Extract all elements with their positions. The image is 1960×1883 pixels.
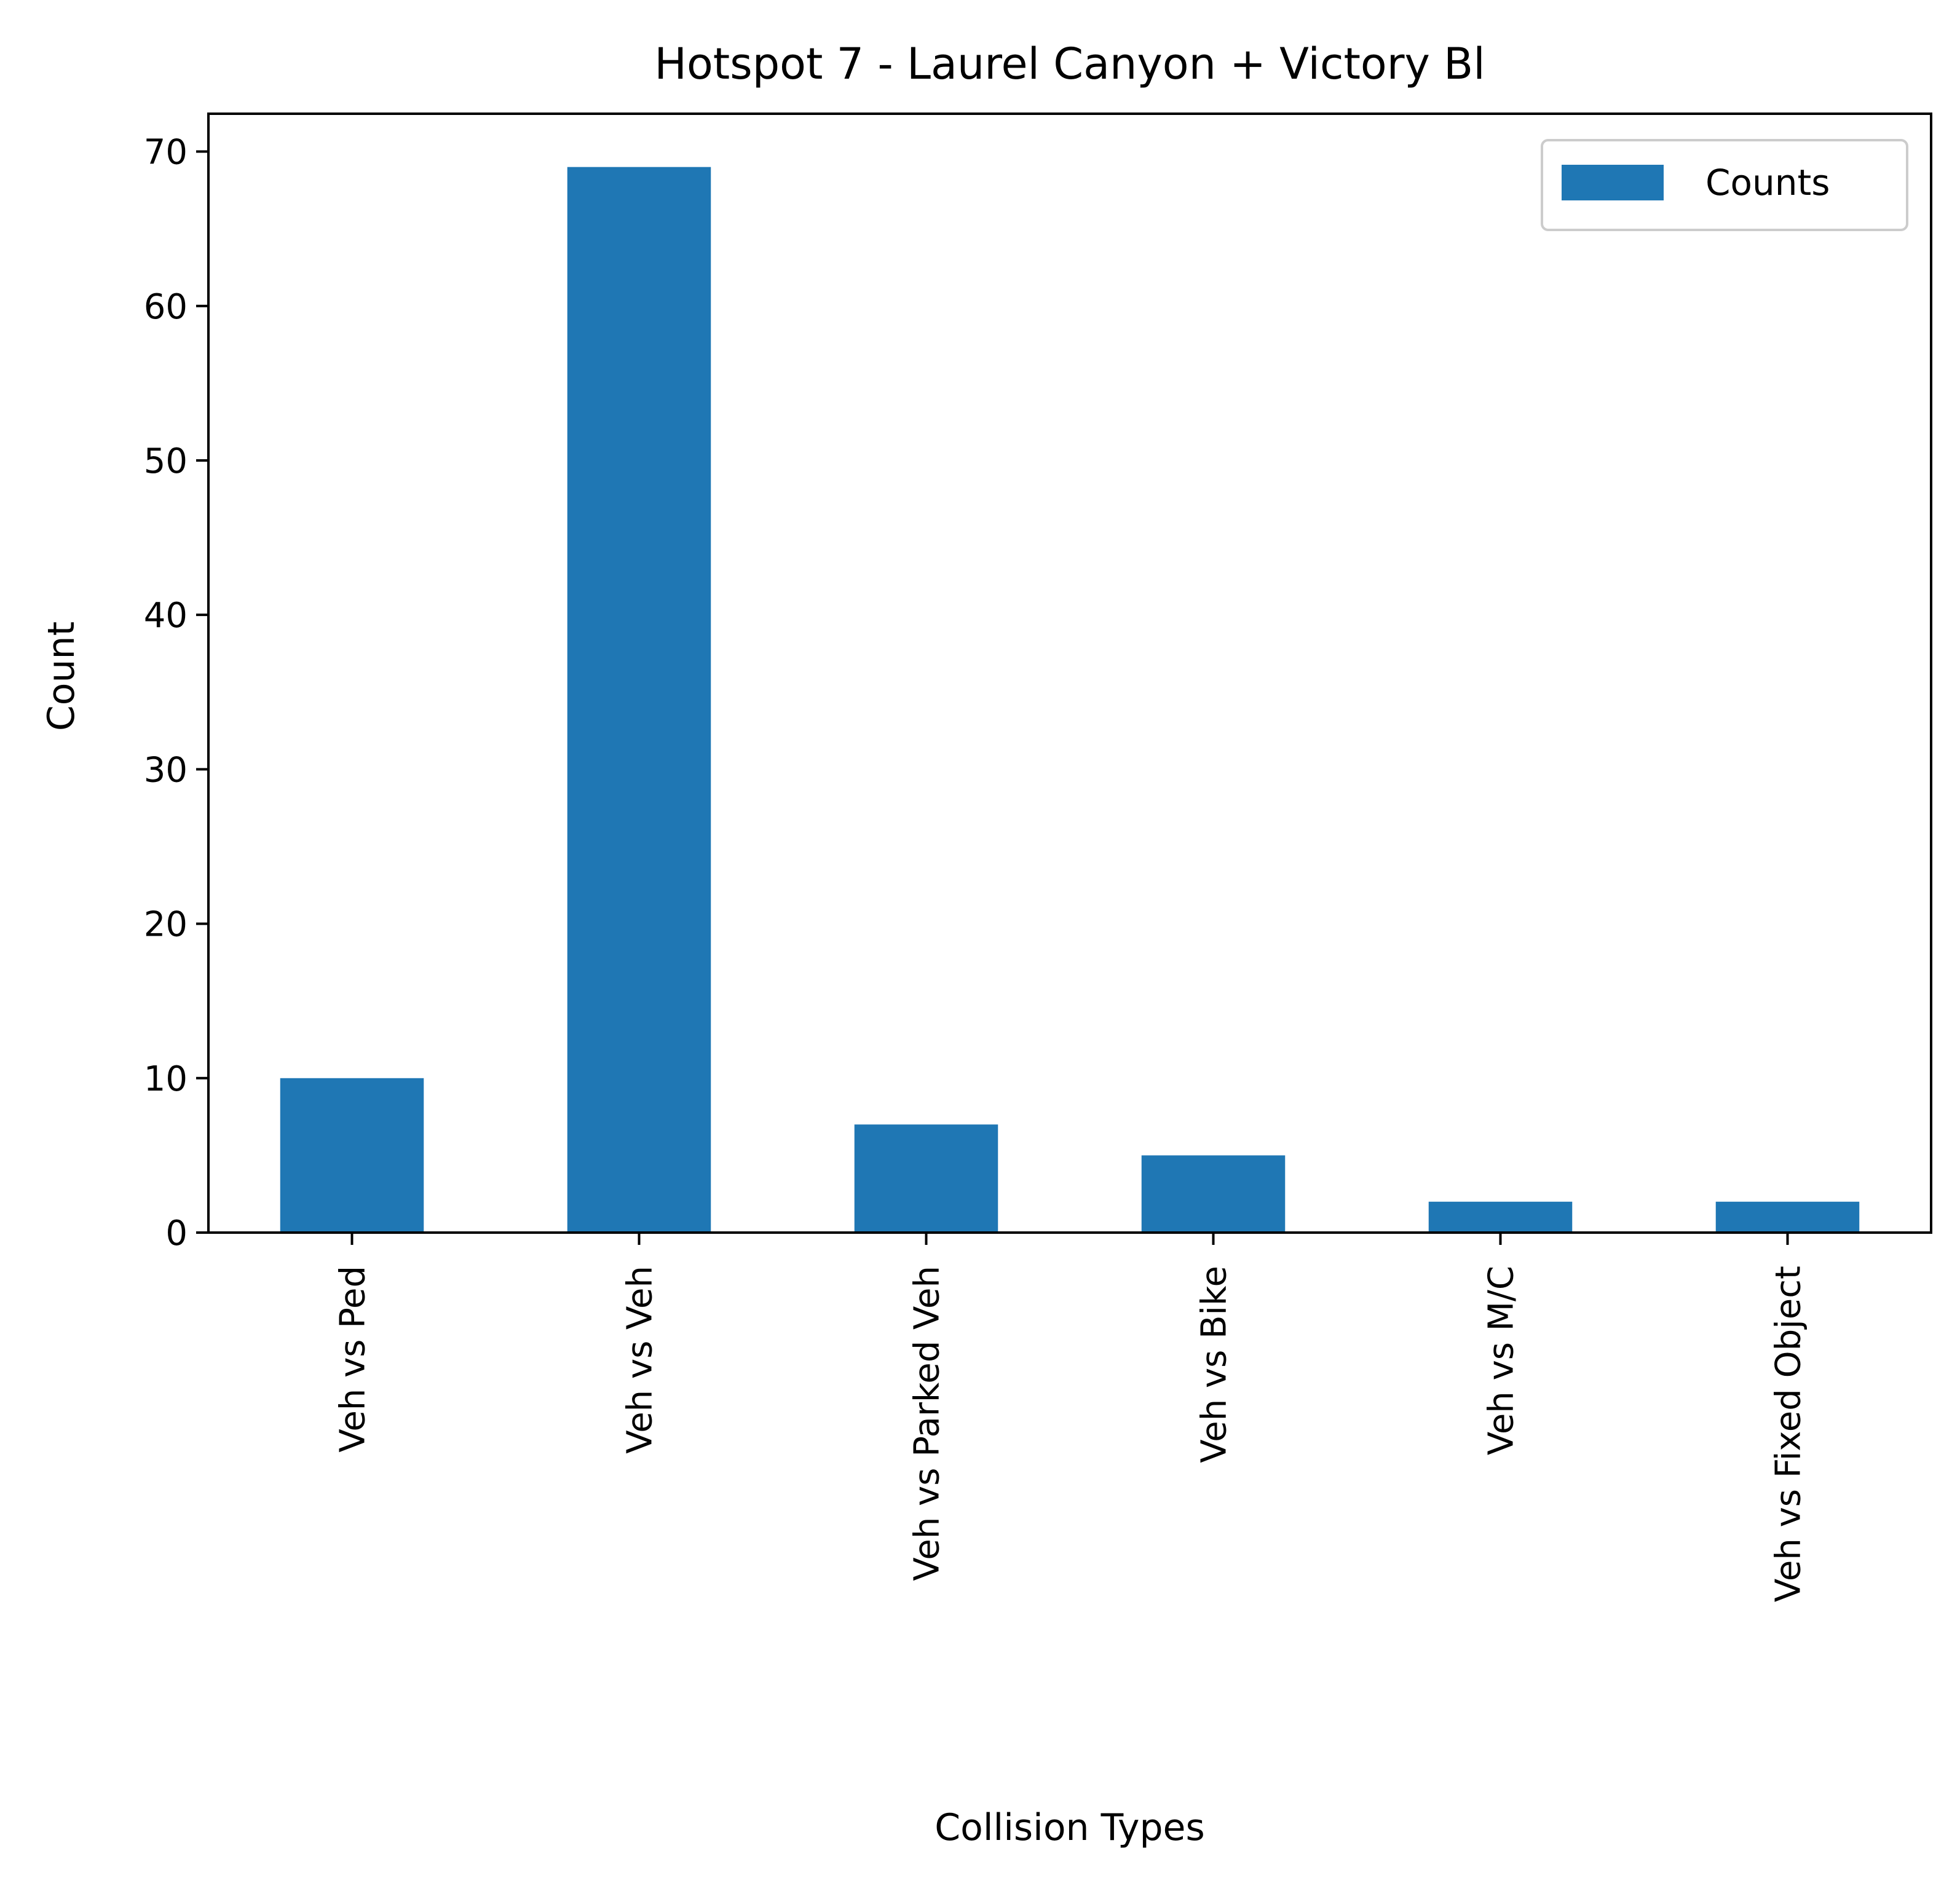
x-axis-ticks: Veh vs Ped Veh vs Veh Veh vs Parked Veh Veh…: [333, 1233, 1809, 1602]
x-tick-label: Veh vs Veh: [620, 1266, 660, 1454]
bar-veh-vs-veh: [567, 167, 711, 1233]
y-tick-label: 20: [144, 905, 188, 945]
plot-frame: [207, 113, 1932, 1234]
y-tick-label: 50: [144, 441, 188, 481]
y-tick-label: 60: [144, 287, 188, 327]
bar-veh-vs-m-c: [1428, 1201, 1573, 1233]
bars-layer: [280, 167, 1860, 1233]
y-tick-label: 10: [144, 1059, 188, 1099]
bar-veh-vs-parked-veh: [854, 1124, 998, 1233]
bar-veh-vs-ped: [280, 1078, 424, 1233]
x-tick-label: Veh vs Parked Veh: [907, 1266, 947, 1581]
y-tick-label: 0: [165, 1214, 188, 1253]
bar-veh-vs-fixed-object: [1715, 1201, 1860, 1233]
y-axis-ticks: 0 10 20 30 40 50 60 70: [144, 133, 208, 1253]
x-tick-label: Veh vs M/C: [1482, 1266, 1522, 1455]
y-tick-label: 30: [144, 750, 188, 790]
x-tick-label: Veh vs Ped: [333, 1266, 373, 1453]
legend-box: [1541, 139, 1908, 231]
legend-swatch: [1562, 165, 1664, 200]
x-tick-label: Veh vs Fixed Object: [1769, 1266, 1809, 1602]
bar-veh-vs-bike: [1141, 1155, 1286, 1233]
y-tick-label: 70: [144, 133, 188, 173]
x-axis-label: Collision Types: [935, 1806, 1204, 1849]
y-axis-label: Count: [40, 622, 83, 731]
legend: Counts: [1541, 139, 1908, 231]
y-tick-label: 40: [144, 596, 188, 636]
legend-label-counts: Counts: [1705, 162, 1830, 203]
x-tick-label: Veh vs Bike: [1195, 1266, 1235, 1463]
chart-title: Hotspot 7 - Laurel Canyon + Victory Bl: [654, 39, 1485, 89]
